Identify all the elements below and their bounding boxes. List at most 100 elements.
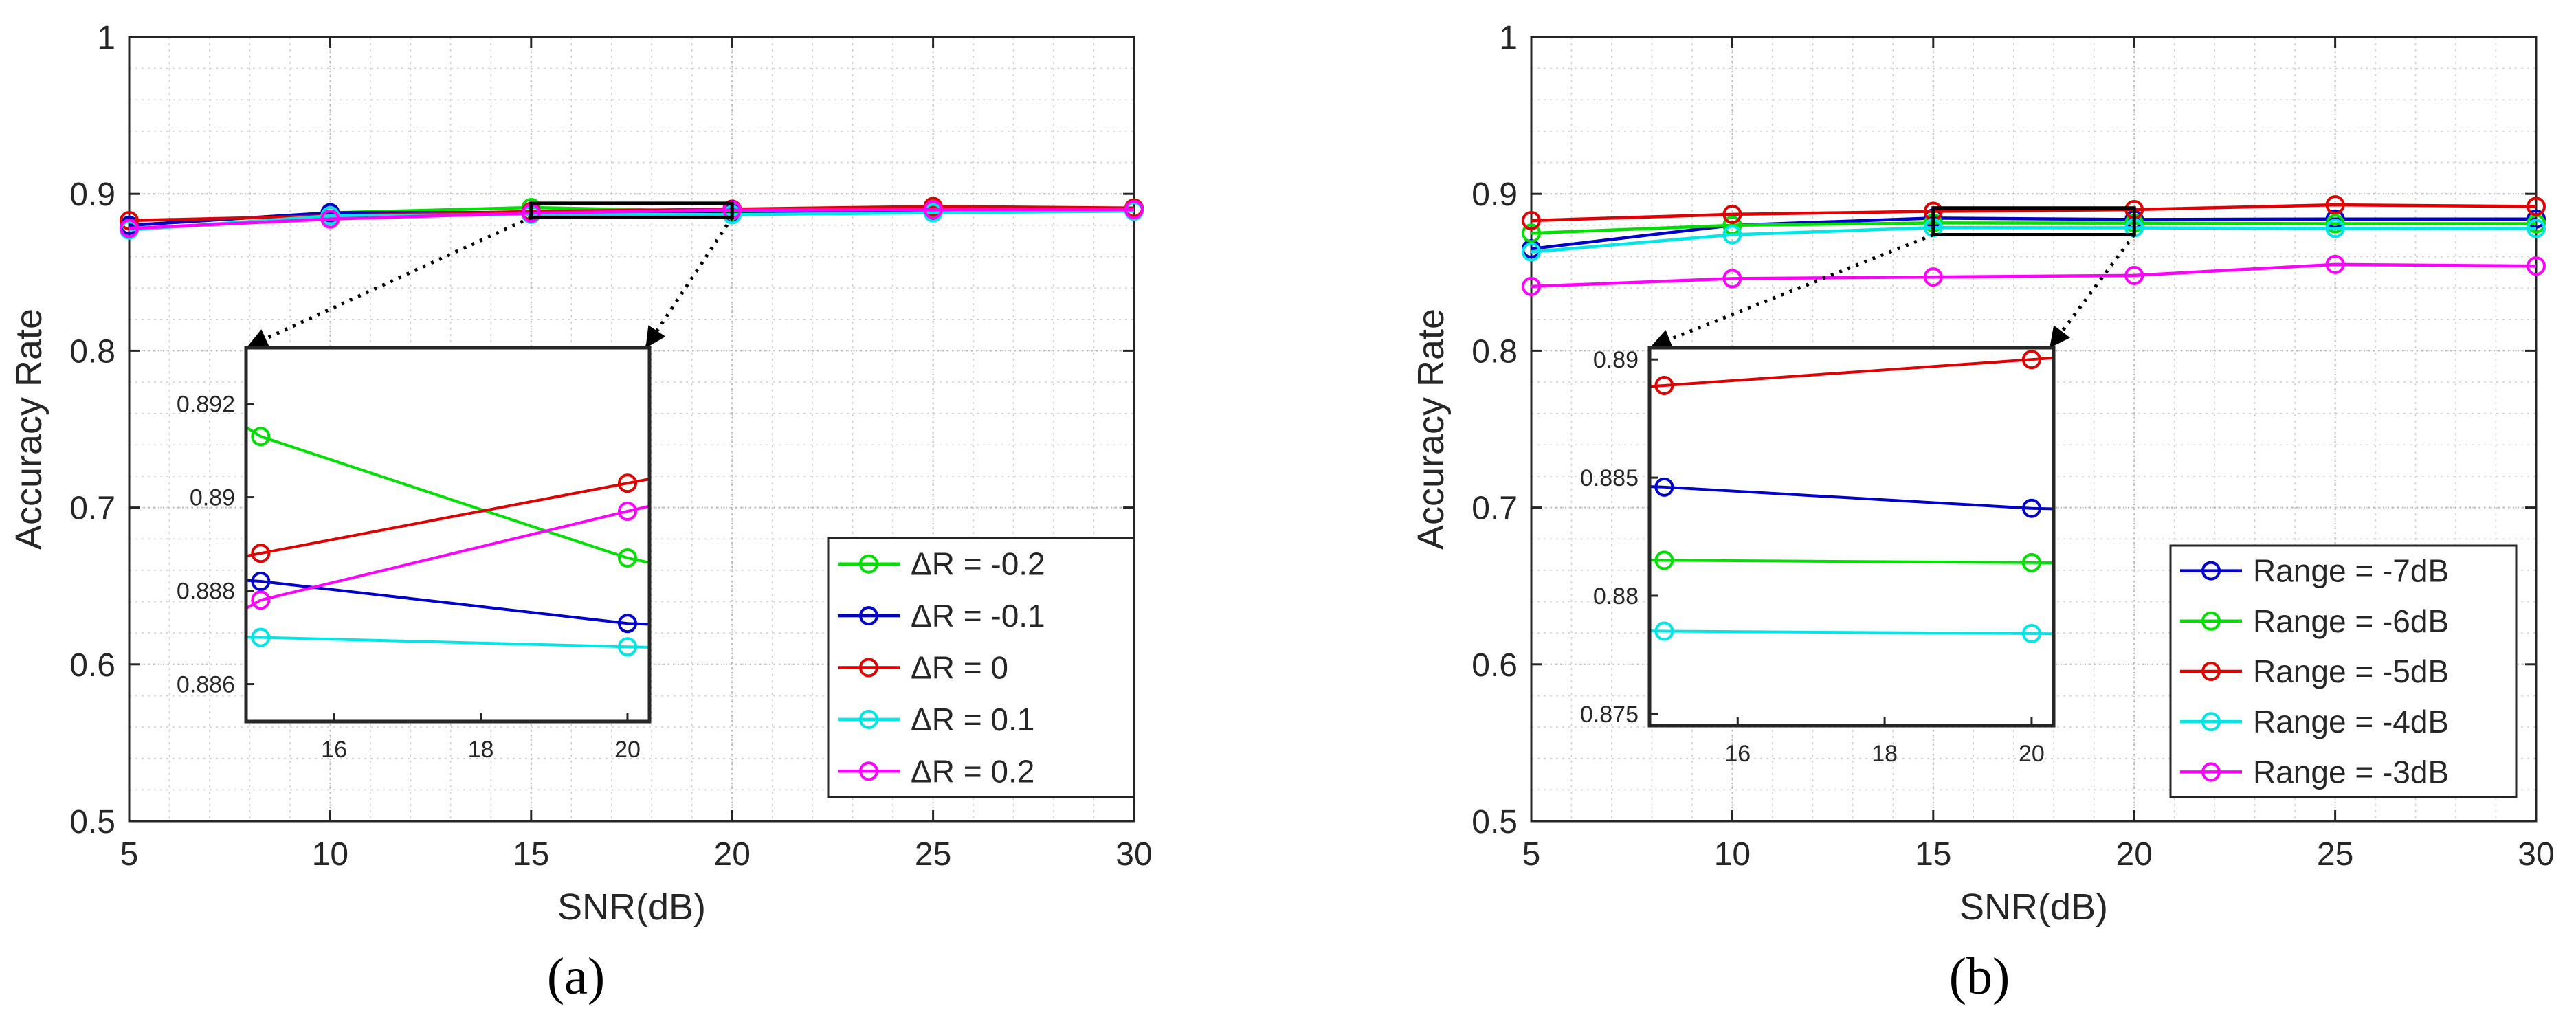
data-point <box>2325 219 2345 238</box>
inset-y-tick-label: 0.886 <box>177 672 235 698</box>
inset-x-tick-label: 16 <box>321 737 347 763</box>
inset-data-point <box>617 548 637 568</box>
legend-label: ΔR = 0.1 <box>911 702 1034 737</box>
series-line <box>1531 262 2537 289</box>
inset-data-point <box>251 590 271 610</box>
legend-item: ΔR = -0.2 <box>838 546 1045 582</box>
series-4 <box>1522 254 2546 296</box>
inset-series-4 <box>245 502 650 610</box>
data-point <box>1522 276 1541 296</box>
inset-data-point <box>1654 550 1674 570</box>
inset-series-3 <box>1649 621 2054 643</box>
x-tick-label: 20 <box>714 836 751 873</box>
inset-y-tick-label: 0.885 <box>1580 465 1639 491</box>
inset-y-tick-label: 0.89 <box>1593 347 1639 373</box>
inset-y-tick-label: 0.892 <box>177 392 235 418</box>
legend-item: Range = -4dB <box>2180 704 2449 739</box>
series-line <box>1531 203 2537 223</box>
inset-x-tick-label: 20 <box>2019 741 2045 767</box>
inset-x-tick-label: 20 <box>614 737 641 763</box>
legend-swatch-marker <box>859 554 878 574</box>
data-point <box>1124 200 1144 220</box>
inset-data-point <box>2021 498 2041 518</box>
x-tick-label: 30 <box>2518 836 2554 873</box>
x-tick-label: 30 <box>1115 836 1152 873</box>
legend-item: Range = -7dB <box>2180 553 2449 589</box>
y-tick-label: 0.6 <box>1472 647 1518 684</box>
legend-label: Range = -4dB <box>2253 704 2449 739</box>
x-axis-label: SNR(dB) <box>557 886 706 928</box>
legend-item: ΔR = 0.1 <box>838 702 1034 737</box>
y-tick-label: 0.7 <box>1472 491 1518 527</box>
y-tick-label: 0.8 <box>1472 333 1518 370</box>
x-tick-label: 15 <box>1915 836 1951 873</box>
y-tick-label: 0.5 <box>1472 804 1518 840</box>
x-tick-label: 10 <box>312 836 348 873</box>
inset-plot-area <box>246 348 649 722</box>
legend-swatch-marker <box>2201 561 2221 581</box>
legend-label: Range = -6dB <box>2253 603 2449 639</box>
y-tick-label: 0.9 <box>69 177 115 213</box>
x-tick-label: 15 <box>513 836 549 873</box>
zoom-region-box <box>1931 206 2136 237</box>
inset-data-point <box>1654 621 1674 641</box>
inset-data-point <box>2021 623 2041 643</box>
inset-series-1 <box>245 572 650 634</box>
legend-item: Range = -6dB <box>2180 603 2449 639</box>
legend-swatch-marker <box>2201 611 2221 631</box>
legend-label: ΔR = 0.2 <box>911 753 1034 789</box>
inset-y-tick-label: 0.875 <box>1580 702 1639 728</box>
inset-data-point <box>251 627 271 647</box>
legend-label: Range = -5dB <box>2253 653 2449 689</box>
zoom-arrow-left <box>1650 233 1934 349</box>
x-tick-label: 25 <box>915 836 951 873</box>
data-point <box>2527 219 2546 238</box>
data-point <box>1522 210 1541 230</box>
legend-label: Range = -7dB <box>2253 553 2449 589</box>
inset-x-tick-label: 18 <box>1872 741 1898 767</box>
legend-swatch-marker <box>2201 662 2221 681</box>
x-tick-label: 20 <box>2116 836 2153 873</box>
y-tick-label: 0.9 <box>1472 177 1518 213</box>
axes-box <box>1530 36 2538 823</box>
y-tick-label: 1 <box>1499 20 1518 56</box>
inset-y-tick-label: 0.88 <box>1593 583 1639 610</box>
data-point <box>320 209 340 229</box>
inset-data-point <box>251 427 271 447</box>
inset-chart: 16 18 20 0.875 0.88 0.885 0.89 <box>1580 346 2056 767</box>
inset-axes-box <box>244 346 652 724</box>
legend-swatch-marker <box>2201 762 2221 782</box>
inset-data-point <box>1654 477 1674 497</box>
legend-item: ΔR = -0.1 <box>838 598 1045 634</box>
legend-swatch-marker <box>2201 712 2221 732</box>
data-point <box>2124 265 2144 285</box>
legend-swatch-marker <box>859 606 878 626</box>
inset-data-point <box>251 572 271 591</box>
inset-y-tick-label: 0.888 <box>177 579 235 605</box>
legend-label: Range = -3dB <box>2253 754 2449 790</box>
inset-series-3 <box>245 627 650 657</box>
x-tick-label: 5 <box>1522 836 1541 873</box>
series-line <box>129 208 1134 230</box>
zoom-region-box <box>529 201 734 219</box>
inset-data-point <box>617 502 637 521</box>
y-tick-label: 1 <box>97 20 115 56</box>
y-tick-label: 0.6 <box>69 647 115 684</box>
data-point <box>1522 242 1541 262</box>
y-tick-label: 0.8 <box>69 333 115 370</box>
data-point <box>1722 225 1742 245</box>
inset-series-0 <box>1649 477 2054 518</box>
data-point <box>2527 197 2546 216</box>
inset-series-0 <box>245 425 650 568</box>
legend: Range = -7dB Range = -6dB Range = -5dB Rang… <box>2169 544 2518 798</box>
legend-label: ΔR = -0.1 <box>911 598 1045 634</box>
legend-item: Range = -3dB <box>2180 754 2449 790</box>
data-point <box>923 200 943 220</box>
inset-x-tick-label: 18 <box>468 737 494 763</box>
inset-plot-area <box>1650 348 2054 726</box>
data-point <box>2325 195 2345 215</box>
data-point <box>1722 204 1742 224</box>
legend-label: ΔR = -0.2 <box>911 546 1045 582</box>
data-point <box>120 219 139 238</box>
series-line <box>1531 226 2536 254</box>
